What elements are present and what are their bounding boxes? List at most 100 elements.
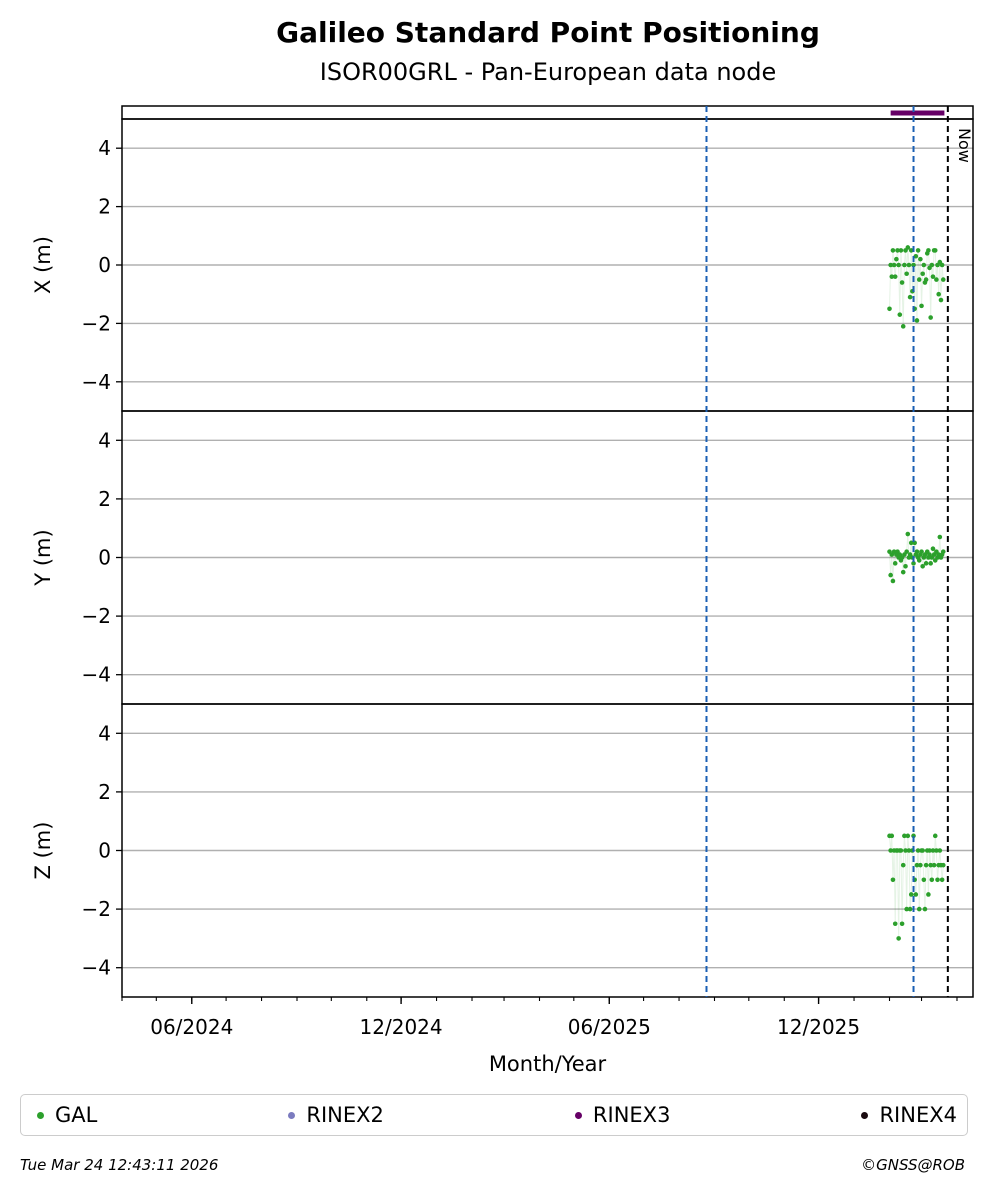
gal-data-point [906, 262, 912, 268]
gal-data-point [913, 892, 919, 897]
gal-data-point [927, 848, 932, 853]
gal-data-point [926, 248, 931, 253]
gal-data-point [905, 833, 911, 839]
gal-data-point [903, 563, 908, 569]
gal-data-point [900, 324, 906, 329]
gal-data-point [888, 848, 893, 853]
gal-data-point [913, 253, 919, 259]
y-tick-label: −4 [82, 663, 111, 687]
rinex4-marker-icon [861, 1111, 869, 1119]
y-tick-label: −4 [82, 370, 111, 394]
gal-data-point [904, 271, 909, 277]
x-tick-label: 06/2024 [150, 1015, 233, 1039]
chart-subtitle: ISOR00GRL - Pan-European data node [319, 58, 777, 86]
gal-data-point [937, 848, 943, 853]
gal-data-point [935, 877, 940, 883]
y-axis-label: Y (m) [31, 529, 55, 586]
gal-data-point [920, 271, 925, 277]
legend-label-rinex4: RINEX4 [879, 1103, 957, 1127]
gal-data-point [915, 248, 921, 253]
gal-data-point [929, 877, 935, 883]
gal-data-point [929, 262, 935, 268]
gal-data-point [904, 549, 909, 554]
gal-data-point [923, 862, 929, 868]
y-tick-label: −2 [82, 604, 111, 628]
gal-data-point [916, 558, 922, 563]
gal-data-point [921, 262, 927, 268]
legend-item-rinex3: RINEX3 [574, 1103, 671, 1127]
gal-data-point [923, 561, 929, 566]
gal-data-point [899, 280, 905, 285]
gal-data-point [898, 848, 904, 853]
gal-data-point [930, 848, 936, 853]
gal-data-point [896, 936, 901, 941]
x-tick-label: 12/2025 [777, 1015, 860, 1039]
panel-frame [121, 703, 974, 998]
gal-data-point [888, 262, 893, 268]
gal-data-point [896, 262, 901, 268]
y-tick-label: −2 [82, 897, 111, 921]
y-axis-label: X (m) [31, 236, 55, 294]
gal-data-point [940, 277, 946, 282]
copyright-notice: ©GNSS@ROB [861, 1156, 965, 1174]
gal-data-point [892, 921, 898, 927]
gal-data-point [887, 306, 892, 312]
y-tick-label: 0 [98, 546, 111, 570]
gal-data-point [894, 256, 899, 262]
y-tick-label: 0 [98, 253, 111, 277]
gal-data-point [922, 906, 928, 912]
gal-data-point [907, 906, 913, 912]
gal-data-point [921, 877, 927, 883]
legend-item-rinex4: RINEX4 [861, 1103, 957, 1127]
gal-data-point [895, 248, 900, 253]
gal-data-point [940, 862, 946, 868]
gal-data-point [932, 248, 938, 253]
gal-data-point [908, 248, 914, 253]
gal-data-point [930, 546, 936, 552]
gal-data-point [902, 833, 907, 839]
gal-data-point [890, 877, 896, 883]
gal-data-point [932, 833, 938, 839]
gal-data-point [891, 262, 897, 268]
y-tick-label: −2 [82, 311, 111, 335]
now-label: Now [955, 128, 974, 163]
gal-data-point [928, 315, 933, 320]
legend-item-rinex2: RINEX2 [288, 1103, 384, 1127]
y-tick-label: −4 [82, 956, 111, 980]
gal-data-point [916, 906, 922, 912]
gal-data-point [916, 277, 922, 282]
rinex2-marker-icon [288, 1111, 296, 1119]
gal-data-point [907, 294, 913, 300]
y-tick-label: 4 [98, 721, 111, 745]
gal-data-point [889, 833, 895, 839]
generated-timestamp: Tue Mar 24 12:43:11 2026 [20, 1156, 219, 1174]
legend-item-gal: GAL [37, 1103, 97, 1127]
y-tick-label: 2 [98, 195, 111, 219]
gal-data-point [920, 563, 925, 569]
gal-data-point [900, 569, 906, 575]
x-axis-label: Month/Year [489, 1052, 607, 1076]
gal-data-point [939, 262, 945, 268]
gal-data-point [939, 877, 945, 883]
gal-data-point [889, 274, 895, 279]
gal-data-point [900, 862, 906, 868]
gal-data-point [888, 572, 893, 578]
gal-data-point [923, 277, 929, 282]
legend-label-rinex3: RINEX3 [592, 1103, 671, 1127]
y-tick-label: 0 [98, 839, 111, 863]
y-tick-label: 4 [98, 136, 111, 160]
gal-data-point [931, 862, 937, 868]
position-time-series-chart: 4 2 0 −2 −4 X (m) 4 2 0 −2 −4 Y (m) 4 2 0 −2 −4 Z (m) Now 0… [31, 105, 974, 1076]
gal-data-point [890, 248, 896, 253]
y-axis-label: Z (m) [31, 822, 55, 880]
gal-data-point [914, 862, 920, 868]
gal-marker-icon [37, 1111, 44, 1119]
gal-data-point [934, 277, 939, 282]
gal-data-point [892, 274, 898, 279]
gal-data-point [919, 303, 924, 309]
gal-data-point [902, 262, 907, 268]
gal-data-point [911, 262, 916, 268]
gal-data-point [908, 540, 914, 546]
x-tick-label: 06/2025 [568, 1015, 651, 1039]
gal-data-point [928, 862, 933, 868]
